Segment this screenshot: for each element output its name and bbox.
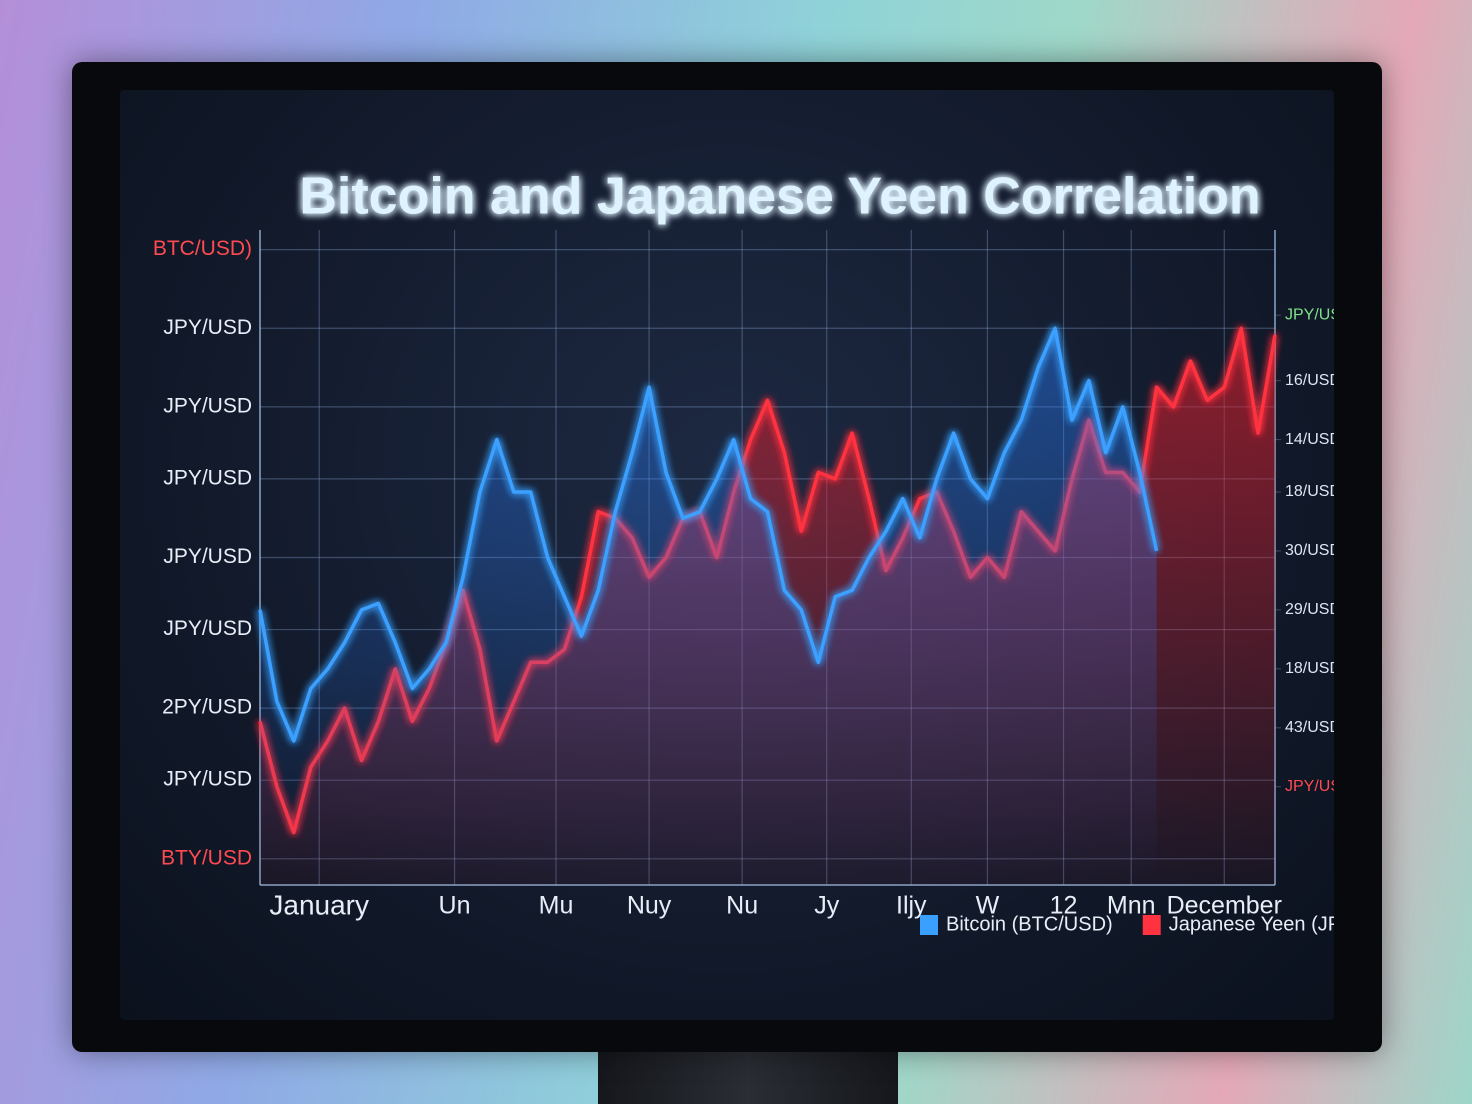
screen: Bitcoin and Japanese Yeen Correlation BT…: [120, 90, 1334, 1020]
legend-label: Japanese Yeen (JPY/USD): [1169, 913, 1334, 935]
x-tick-label: January: [269, 889, 369, 920]
x-tick-label: Nuy: [627, 892, 672, 920]
y2-tick-label: 30/USD: [1285, 542, 1334, 559]
y-tick-label: BTC/USD): [153, 237, 252, 260]
monitor: Bitcoin and Japanese Yeen Correlation BT…: [72, 62, 1382, 1052]
y2-tick-label: JPY/USD: [1285, 778, 1334, 795]
y-tick-label: JPY/USD: [163, 545, 252, 568]
chart-title: Bitcoin and Japanese Yeen Correlation: [299, 168, 1260, 226]
y-tick-label: JPY/USD: [163, 394, 252, 417]
y2-tick-label: 18/USD: [1285, 660, 1334, 677]
x-tick-label: W: [976, 892, 1000, 920]
y2-tick-label: 29/USD: [1285, 601, 1334, 618]
x-tick-label: Mnn: [1107, 892, 1156, 920]
x-tick-label: Iljy: [896, 892, 927, 920]
y2-tick-label: 43/USD: [1285, 719, 1334, 736]
x-tick-label: Mu: [539, 892, 574, 920]
legend-label: Bitcoin (BTC/USD): [946, 913, 1113, 935]
x-tick-label: December: [1167, 892, 1282, 920]
y-tick-label: JPY/USD: [163, 316, 252, 339]
y2-tick-label: JPY/USD: [1285, 306, 1334, 323]
y-tick-label: BTY/USD: [161, 846, 252, 869]
y-tick-label: JPY/USD: [163, 466, 252, 489]
y2-tick-label: 16/USD: [1285, 372, 1334, 389]
x-tick-label: Nu: [726, 892, 758, 920]
x-tick-label: Jy: [814, 892, 840, 920]
y-tick-label: 2PY/USD: [162, 696, 252, 719]
legend-swatch: [920, 915, 938, 935]
x-tick-label: 12: [1050, 892, 1078, 920]
chart: Bitcoin and Japanese Yeen Correlation BT…: [153, 168, 1334, 936]
area: [260, 328, 1157, 885]
x-tick-label: Un: [439, 892, 471, 920]
y2-tick-label: 18/USD: [1285, 483, 1334, 500]
line: [258, 326, 1159, 743]
y2-tick-label: 14/USD: [1285, 431, 1334, 448]
y-tick-label: JPY/USD: [163, 768, 252, 791]
legend-swatch: [1142, 915, 1161, 935]
y-tick-label: JPY/USD: [163, 617, 252, 640]
